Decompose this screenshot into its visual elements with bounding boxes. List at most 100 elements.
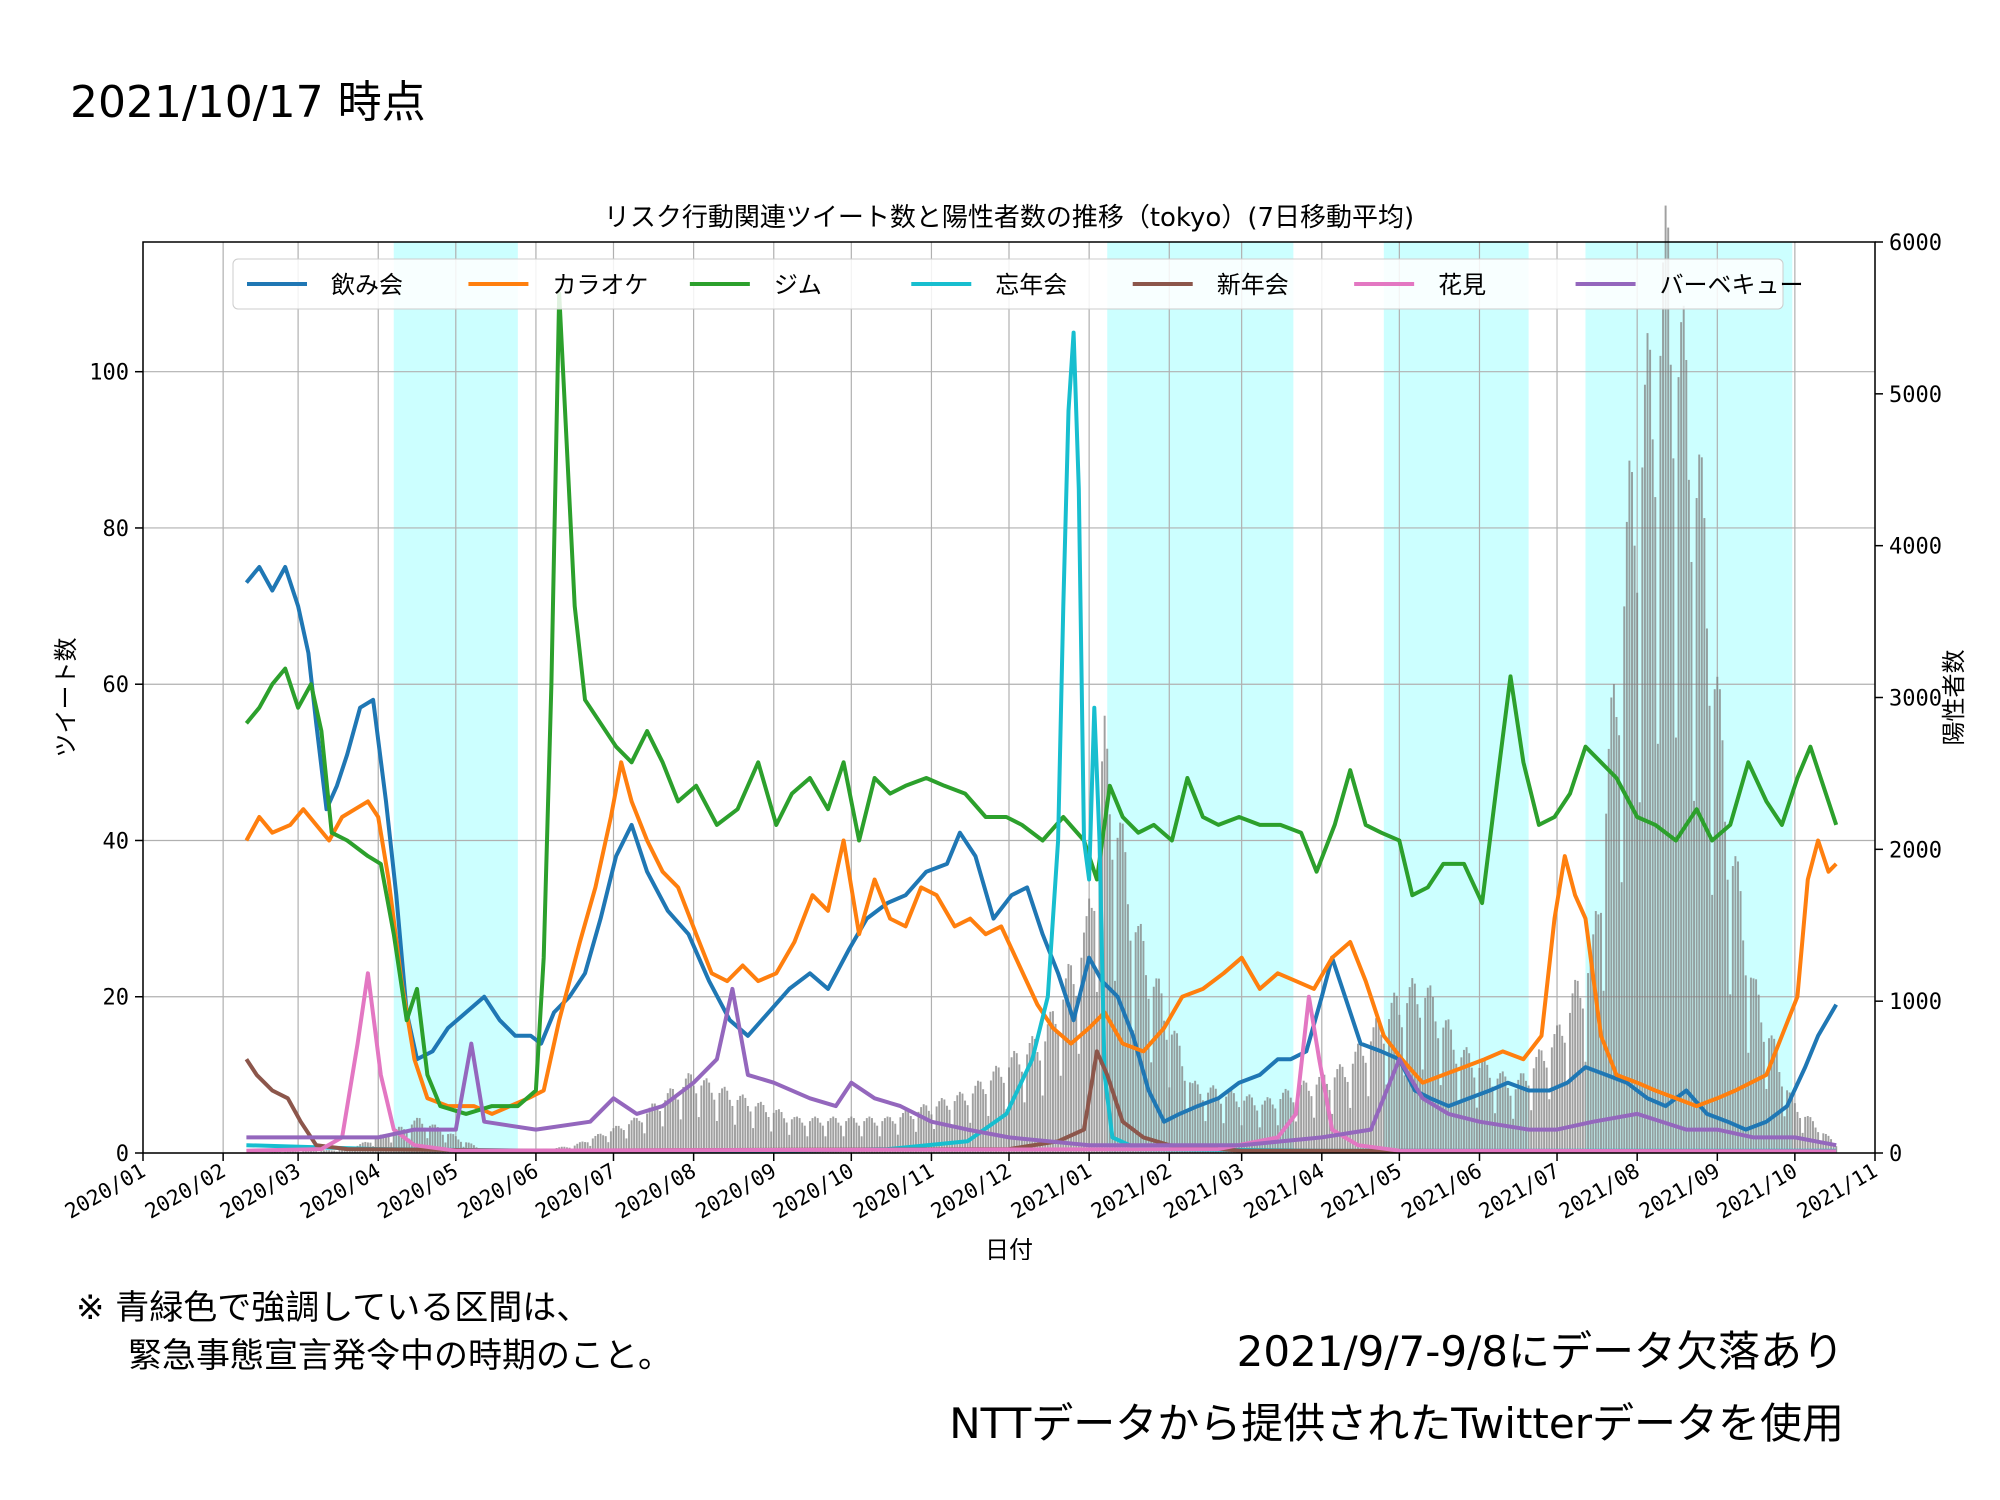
- positives-bar: [307, 1150, 310, 1153]
- positives-bar: [1659, 355, 1662, 1153]
- positives-bar: [762, 1104, 765, 1153]
- positives-bar: [868, 1116, 871, 1153]
- positives-bar: [1768, 1038, 1770, 1153]
- positives-bar: [674, 1095, 677, 1153]
- positives-bar: [428, 1125, 431, 1153]
- positives-bar: [1044, 1041, 1047, 1153]
- positives-bar: [721, 1088, 724, 1153]
- positives-bar: [1075, 995, 1078, 1153]
- positives-bar: [447, 1134, 450, 1153]
- positives-bar: [1801, 1132, 1804, 1153]
- positives-bar: [824, 1136, 827, 1153]
- positives-bar: [1620, 882, 1623, 1153]
- positives-bar: [765, 1112, 767, 1153]
- positives-bar: [1757, 994, 1760, 1153]
- positives-bar: [1000, 1076, 1003, 1153]
- positives-bar: [902, 1113, 904, 1153]
- positives-bar: [925, 1105, 928, 1153]
- positives-bar: [1496, 1078, 1499, 1153]
- positives-bar: [1201, 1100, 1204, 1153]
- positives-bar: [1584, 1061, 1587, 1153]
- positives-bar: [1302, 1080, 1305, 1153]
- positives-bar: [1015, 1053, 1018, 1153]
- positives-bar: [1698, 454, 1701, 1154]
- positives-bar: [1543, 1060, 1546, 1153]
- positives-bar: [1819, 1141, 1822, 1153]
- positives-bar: [1248, 1094, 1251, 1153]
- positives-bar: [1064, 978, 1067, 1153]
- positives-bar: [330, 1150, 333, 1153]
- positives-bar: [1540, 1050, 1543, 1153]
- positives-bar: [1457, 1100, 1460, 1153]
- positives-bar: [852, 1118, 855, 1153]
- positives-bar: [772, 1112, 775, 1153]
- positives-bar: [1662, 262, 1664, 1153]
- legend-label: ジム: [774, 271, 822, 299]
- x-tick-label: 2021/05: [1317, 1159, 1406, 1224]
- positives-bar: [692, 1085, 695, 1153]
- positives-bar: [1783, 1116, 1786, 1153]
- positives-bar: [736, 1099, 739, 1153]
- legend-label: 忘年会: [995, 271, 1067, 299]
- positives-bar: [1514, 1089, 1517, 1153]
- x-tick-label: 2020/10: [769, 1159, 858, 1224]
- positives-bar: [1062, 999, 1065, 1153]
- positives-bar: [1232, 1093, 1235, 1153]
- positives-bar: [1793, 1103, 1796, 1153]
- legend: 飲み会 カラオケ ジム 忘年会 新年会 花見 バーベキュー: [232, 258, 1804, 310]
- legend-label: 新年会: [1217, 271, 1289, 299]
- y2-tick-label: 5000: [1889, 383, 1942, 408]
- positives-bar: [382, 1134, 385, 1153]
- positives-bar: [289, 1151, 292, 1153]
- positives-bar: [1618, 735, 1621, 1153]
- positives-bar: [1607, 748, 1610, 1153]
- positives-bar: [1318, 1076, 1321, 1153]
- positives-bar: [1625, 521, 1628, 1153]
- positives-bar: [1483, 1059, 1486, 1153]
- positives-bar: [418, 1118, 421, 1153]
- chart-title: リスク行動関連ツイート数と陽性者数の推移（tokyo）(7日移動平均): [604, 203, 1414, 233]
- positives-bar: [1170, 1034, 1173, 1153]
- positives-bar: [752, 1128, 755, 1153]
- positives-bar: [322, 1150, 325, 1153]
- positives-bar: [749, 1111, 752, 1153]
- positives-bar: [1594, 911, 1597, 1153]
- positives-bar: [855, 1122, 858, 1153]
- positives-bar: [989, 1080, 992, 1153]
- positives-bar: [423, 1127, 426, 1153]
- positives-bar: [1431, 997, 1434, 1153]
- positives-bar: [1693, 800, 1696, 1153]
- positives-bar: [1478, 1067, 1481, 1153]
- positives-bar: [829, 1118, 832, 1153]
- positives-bar: [578, 1142, 581, 1153]
- positives-bar: [997, 1067, 1000, 1153]
- positives-bar: [1119, 822, 1122, 1153]
- positives-bar: [1103, 715, 1106, 1153]
- positives-bar: [682, 1086, 685, 1153]
- positives-bar: [431, 1124, 434, 1153]
- positives-bar: [904, 1110, 907, 1153]
- positives-bar: [1227, 1091, 1230, 1153]
- positives-bar: [1059, 1075, 1062, 1153]
- positives-bar: [1261, 1104, 1264, 1153]
- positives-bar: [1832, 1143, 1835, 1153]
- positives-bar: [1307, 1090, 1310, 1153]
- positives-bar: [907, 1111, 910, 1153]
- positives-bar: [1419, 1017, 1421, 1153]
- positives-bar: [630, 1120, 633, 1153]
- data-source-note: NTTデータから提供されたTwitterデータを使用: [949, 1399, 1844, 1448]
- positives-bar: [951, 1126, 954, 1153]
- series-line: [246, 986, 1837, 1148]
- positives-bar: [1804, 1116, 1807, 1153]
- positives-bar: [1173, 1030, 1176, 1153]
- positives-bar: [938, 1101, 941, 1153]
- positives-bar: [1747, 1052, 1750, 1153]
- positives-bar: [767, 1116, 770, 1153]
- positives-bar: [1124, 852, 1127, 1153]
- positives-bars: [248, 205, 1838, 1154]
- positives-bar: [1811, 1121, 1814, 1153]
- positives-bar: [1333, 1077, 1336, 1153]
- positives-bar: [1631, 472, 1633, 1154]
- positives-bar: [1191, 1083, 1194, 1153]
- positives-bar: [1400, 1027, 1403, 1153]
